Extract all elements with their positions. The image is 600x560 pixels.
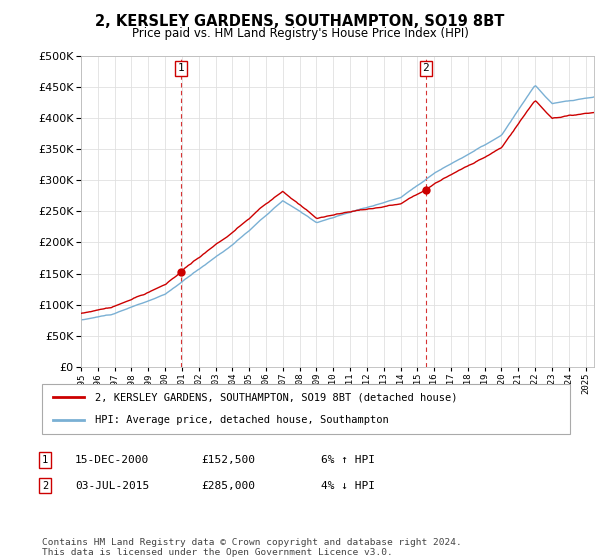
Text: 2: 2: [42, 480, 48, 491]
Text: Price paid vs. HM Land Registry's House Price Index (HPI): Price paid vs. HM Land Registry's House …: [131, 27, 469, 40]
Text: 6% ↑ HPI: 6% ↑ HPI: [321, 455, 375, 465]
Text: 15-DEC-2000: 15-DEC-2000: [75, 455, 149, 465]
Text: 2, KERSLEY GARDENS, SOUTHAMPTON, SO19 8BT (detached house): 2, KERSLEY GARDENS, SOUTHAMPTON, SO19 8B…: [95, 392, 457, 402]
Text: Contains HM Land Registry data © Crown copyright and database right 2024.
This d: Contains HM Land Registry data © Crown c…: [42, 538, 462, 557]
Text: 4% ↓ HPI: 4% ↓ HPI: [321, 480, 375, 491]
Text: £285,000: £285,000: [201, 480, 255, 491]
Text: 2, KERSLEY GARDENS, SOUTHAMPTON, SO19 8BT: 2, KERSLEY GARDENS, SOUTHAMPTON, SO19 8B…: [95, 14, 505, 29]
Text: HPI: Average price, detached house, Southampton: HPI: Average price, detached house, Sout…: [95, 416, 389, 426]
Text: 03-JUL-2015: 03-JUL-2015: [75, 480, 149, 491]
Text: £152,500: £152,500: [201, 455, 255, 465]
Text: 1: 1: [42, 455, 48, 465]
FancyBboxPatch shape: [42, 384, 570, 434]
Text: 1: 1: [178, 63, 185, 73]
Text: 2: 2: [422, 63, 429, 73]
